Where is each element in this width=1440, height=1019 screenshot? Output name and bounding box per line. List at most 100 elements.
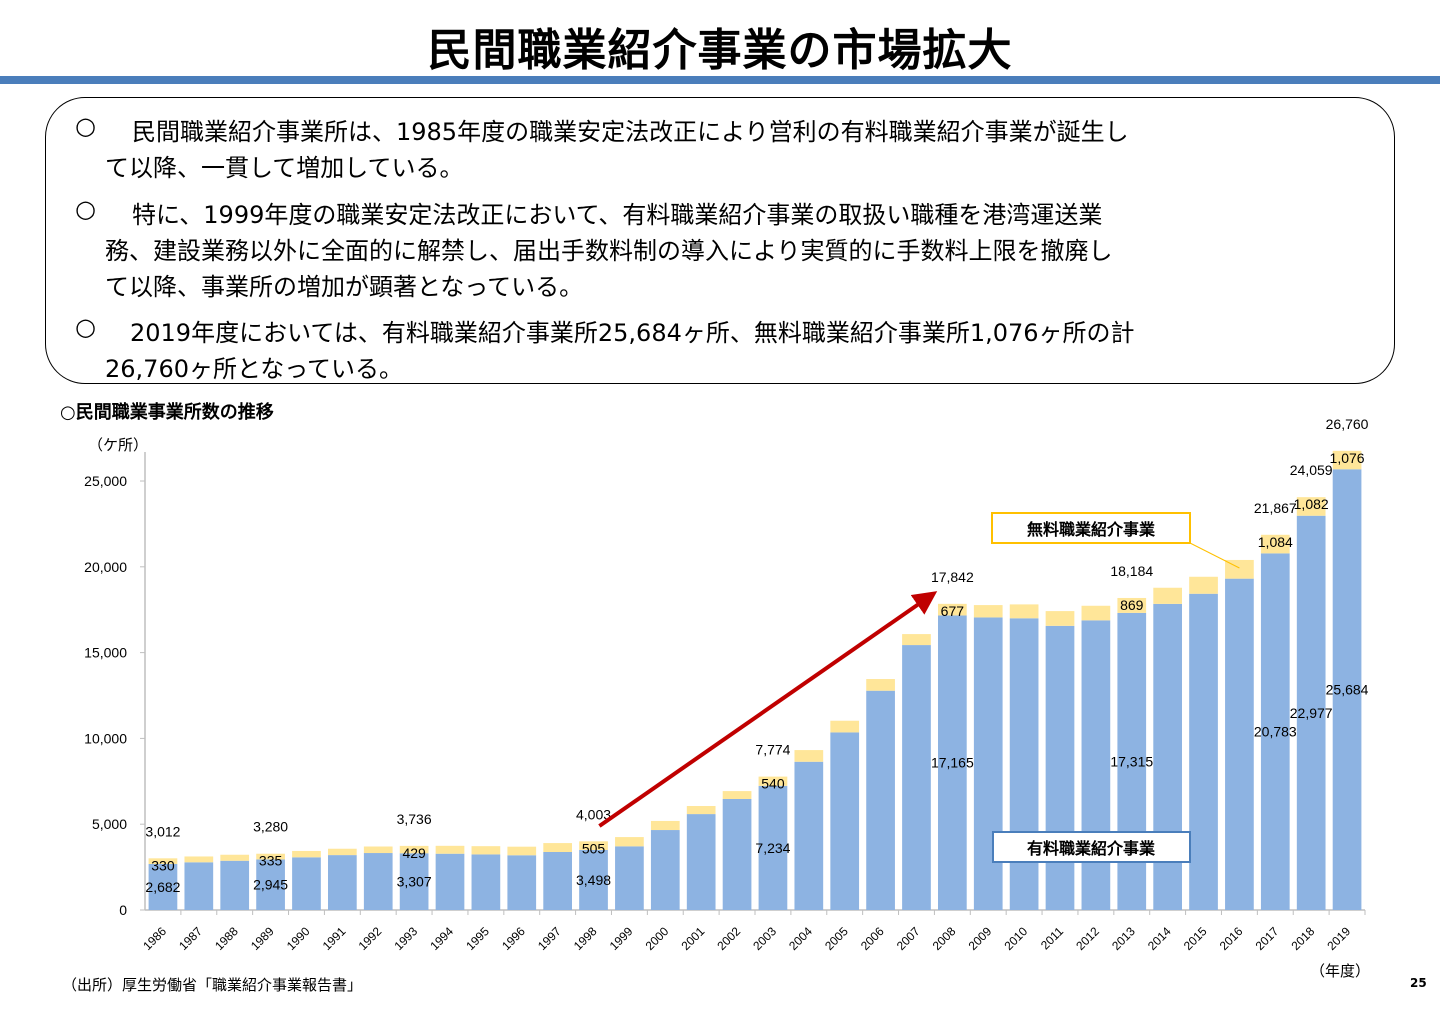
bar-free-1999	[615, 837, 644, 847]
x-tick-label: 2010	[1001, 924, 1030, 953]
bar-paid-1986	[148, 863, 178, 910]
x-tick-label: 2004	[786, 924, 815, 953]
paid-legend-box	[992, 831, 1191, 863]
bar-free-2014	[1153, 587, 1182, 604]
data-label-total: 3,736	[397, 811, 432, 827]
bar-free-1994	[435, 845, 465, 854]
growth-arrow	[598, 591, 938, 828]
bullet-3-line-2: 26,760ヶ所となっている。	[105, 355, 404, 383]
bar-free-1998	[579, 841, 608, 850]
data-label-free: 1,082	[1294, 496, 1329, 512]
bullet-1-line-1: 民間職業紹介事業所は、1985年度の職業安定法改正により営利の有料職業紹介事業が…	[132, 118, 1129, 146]
x-tick-label: 1991	[320, 924, 349, 953]
y-tick-label: 10,000	[84, 730, 127, 746]
bar-paid-2007	[902, 645, 931, 910]
free-legend-label: 無料職業紹介事業	[1027, 520, 1156, 539]
bar-paid-2019	[1332, 469, 1362, 910]
x-tick-label: 2000	[643, 924, 672, 953]
bar-free-1986	[148, 858, 178, 864]
bar-free-2009	[973, 605, 1003, 618]
bar-free-2012	[1081, 605, 1111, 621]
bar-paid-2017	[1260, 553, 1290, 910]
y-tick-label: 5,000	[92, 816, 127, 832]
data-label-free: 677	[941, 603, 965, 619]
bullet-1-line-2: て以降、一貫して増加している。	[105, 154, 464, 182]
bar-free-2013	[1117, 597, 1147, 613]
bar-free-2008	[938, 603, 967, 616]
x-tick-label: 2012	[1073, 924, 1102, 953]
data-label-paid: 2,682	[145, 879, 180, 895]
bar-free-1995	[471, 846, 501, 855]
bar-paid-2018	[1296, 515, 1326, 910]
data-label-paid: 20,783	[1254, 724, 1297, 740]
x-tick-label: 2018	[1289, 924, 1318, 953]
free-legend-box	[991, 512, 1191, 544]
y-tick-label: 15,000	[84, 645, 127, 661]
bar-free-2007	[902, 634, 931, 646]
bar-free-2015	[1189, 576, 1218, 594]
bar-paid-2009	[973, 617, 1003, 910]
bullet-3-line-1: 2019年度においては、有料職業紹介事業所25,684ヶ所、無料職業紹介事業所1…	[130, 319, 1135, 347]
data-label-paid: 3,307	[397, 874, 432, 890]
bar-paid-1996	[507, 855, 537, 910]
x-tick-label: 2016	[1217, 924, 1246, 953]
x-tick-label: 1996	[499, 924, 528, 953]
data-label-free: 1,076	[1330, 450, 1365, 466]
bar-free-2019	[1332, 450, 1362, 470]
bar-free-1990	[292, 850, 321, 858]
data-label-total: 26,760	[1326, 416, 1369, 432]
bar-free-2003	[758, 776, 788, 786]
data-label-free: 869	[1120, 597, 1144, 613]
bar-paid-2004	[794, 761, 824, 910]
x-tick-label: 2019	[1324, 924, 1353, 953]
bar-paid-2008	[938, 615, 967, 910]
data-label-free: 335	[259, 853, 283, 869]
bar-paid-1994	[435, 853, 465, 910]
data-label-paid: 7,234	[755, 840, 790, 856]
slide-title: 民間職業紹介事業の市場拡大	[427, 25, 1013, 76]
bullet-mark: ○	[75, 195, 96, 223]
chart-subtitle: ○民間職業事業所数の推移	[60, 402, 274, 423]
x-tick-label: 2001	[679, 924, 708, 953]
bar-paid-1992	[363, 853, 393, 910]
bar-free-2018	[1296, 497, 1326, 516]
bar-paid-1991	[328, 855, 357, 910]
x-tick-label: 2008	[930, 924, 959, 953]
bar-paid-2010	[1009, 618, 1039, 910]
x-tick-label: 2014	[1145, 924, 1174, 953]
bar-free-2017	[1260, 534, 1290, 554]
bar-free-1988	[220, 854, 250, 861]
bar-paid-1993	[399, 853, 429, 910]
x-tick-label: 1992	[356, 924, 385, 953]
bar-free-1991	[328, 848, 357, 856]
data-label-total: 3,012	[145, 823, 180, 839]
x-tick-label: 2009	[966, 924, 995, 953]
bullet-2-line-3: て以降、事業所の増加が顕著となっている。	[105, 273, 584, 301]
x-tick-label: 1987	[176, 924, 205, 953]
x-tick-label: 1998	[571, 924, 600, 953]
bar-paid-1987	[184, 862, 214, 910]
x-tick-label: 2007	[894, 924, 923, 953]
data-label-paid: 22,977	[1290, 705, 1333, 721]
bar-free-1992	[363, 846, 393, 854]
x-tick-label: 1997	[535, 924, 564, 953]
x-tick-label: 1988	[212, 924, 241, 953]
bullet-mark: ○	[75, 313, 96, 341]
bar-paid-2003	[758, 785, 788, 910]
bar-paid-2012	[1081, 620, 1111, 910]
x-tick-label: 1989	[248, 924, 277, 953]
x-tick-label: 2006	[858, 924, 887, 953]
bar-free-1987	[184, 856, 214, 863]
data-label-paid: 17,315	[1110, 753, 1153, 769]
data-label-free: 1,084	[1258, 534, 1293, 550]
x-tick-label: 2003	[750, 924, 779, 953]
page-number: 25	[1410, 976, 1427, 990]
free-legend-leader	[1189, 542, 1240, 569]
bar-paid-2002	[722, 798, 752, 910]
x-tick-label: 1994	[427, 924, 456, 953]
data-label-total: 3,280	[253, 819, 288, 835]
bar-paid-2014	[1153, 603, 1182, 910]
x-axis-unit: （年度）	[1310, 962, 1371, 980]
bar-free-2005	[830, 720, 860, 733]
